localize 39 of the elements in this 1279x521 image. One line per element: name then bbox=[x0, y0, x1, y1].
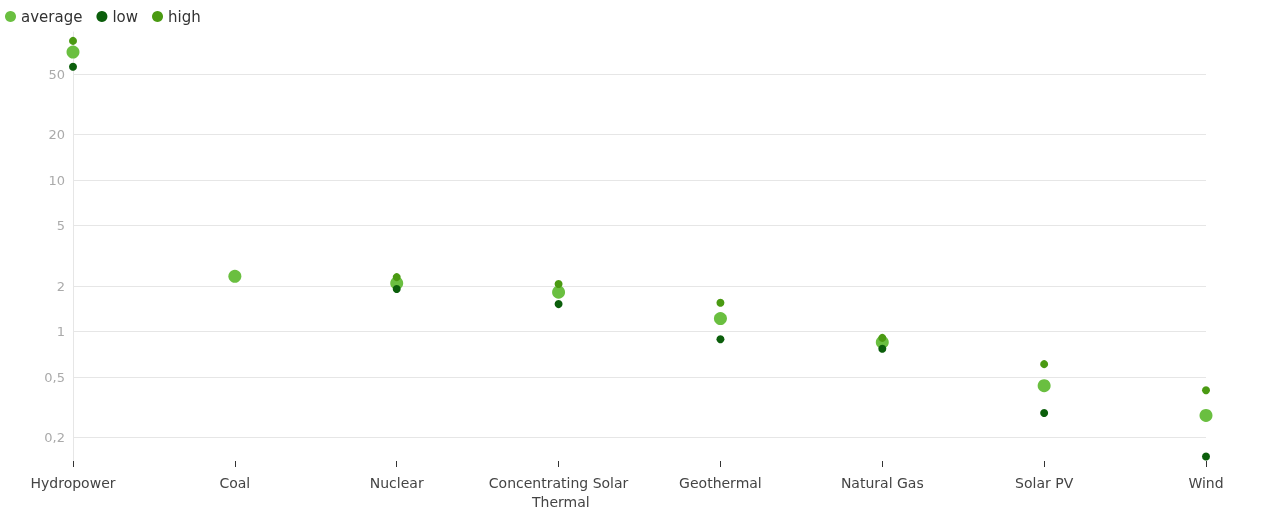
point bbox=[554, 280, 563, 289]
x-tick-label: Solar PV bbox=[1015, 474, 1074, 491]
y-tick-label: 2 bbox=[56, 278, 65, 294]
x-tick-label: Nuclear bbox=[369, 474, 424, 491]
point bbox=[552, 285, 566, 299]
point bbox=[1202, 386, 1210, 395]
y-tick-label: 10 bbox=[48, 172, 65, 188]
point bbox=[878, 333, 887, 342]
point bbox=[69, 62, 77, 71]
point bbox=[1037, 379, 1051, 393]
point bbox=[878, 344, 887, 353]
legend-label: average bbox=[21, 7, 83, 26]
point bbox=[66, 45, 80, 59]
x-tick-label: Geothermal bbox=[679, 474, 762, 491]
x-tick-label: Natural Gas bbox=[840, 474, 924, 491]
point bbox=[392, 273, 401, 282]
legend-label: low bbox=[112, 7, 139, 26]
point bbox=[1199, 408, 1213, 422]
x-tick-label: Coal bbox=[219, 474, 251, 491]
x-tick-label: Concentrating Solar Thermal bbox=[488, 474, 629, 510]
point bbox=[1040, 360, 1049, 369]
point bbox=[554, 300, 563, 309]
point bbox=[69, 36, 77, 45]
y-tick-label: 5 bbox=[56, 218, 65, 234]
x-tick-label: Wind bbox=[1188, 474, 1224, 491]
legend-label: high bbox=[168, 7, 201, 26]
point bbox=[716, 298, 725, 307]
point bbox=[716, 335, 725, 344]
point bbox=[713, 312, 727, 326]
x-tick-label: Hydropower bbox=[30, 474, 116, 491]
y-tick-label: 20 bbox=[48, 127, 65, 143]
point bbox=[392, 285, 401, 294]
y-tick-label: 0,2 bbox=[44, 430, 65, 446]
y-tick-label: 0,5 bbox=[44, 369, 65, 385]
y-tick-label: 50 bbox=[48, 66, 65, 82]
y-tick-label: 1 bbox=[56, 324, 65, 340]
point bbox=[1202, 452, 1210, 461]
point bbox=[228, 269, 242, 283]
point bbox=[1040, 409, 1049, 418]
